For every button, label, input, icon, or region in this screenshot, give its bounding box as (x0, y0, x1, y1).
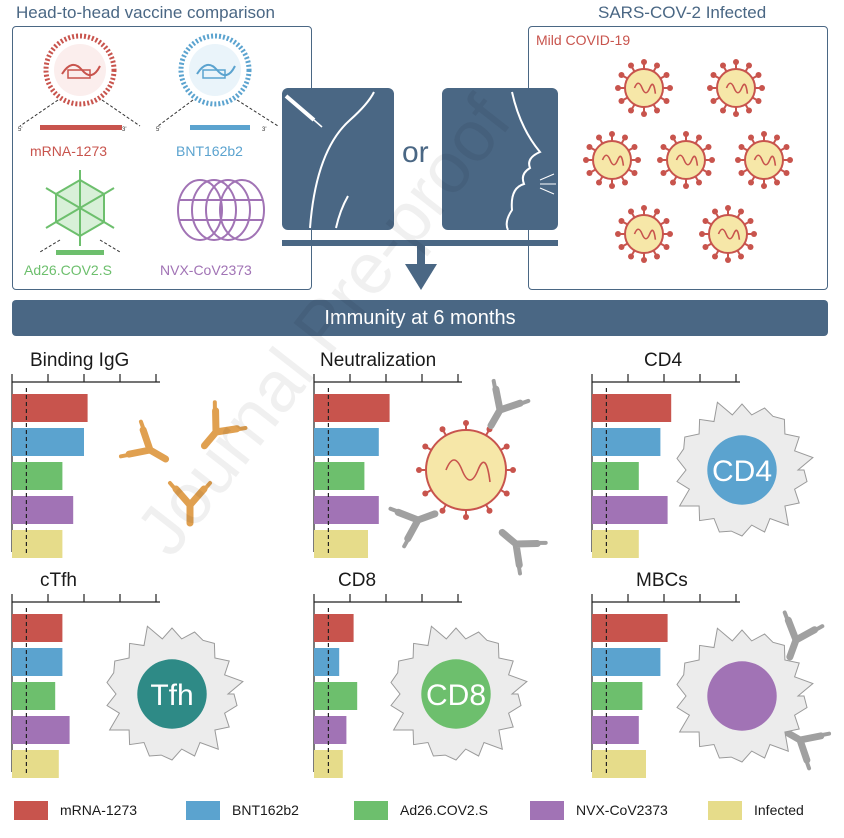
chart-4 (313, 594, 462, 778)
virus-icon (416, 420, 516, 520)
bar-ad26.cov2.s (314, 462, 365, 490)
bar-nvx-cov2373 (314, 716, 347, 744)
infected-title: SARS-COV-2 Infected (598, 3, 767, 22)
bar-infected (12, 750, 59, 778)
virus-icon (657, 131, 715, 189)
bar-mrna-1273 (12, 614, 63, 642)
bar-nvx-cov2373 (12, 716, 70, 744)
antibody-icon (388, 506, 439, 549)
bar-ad26.cov2.s (592, 682, 643, 710)
svg-text:3': 3' (122, 127, 126, 133)
chart-title-cd4: CD4 (644, 350, 683, 371)
bar-nvx-cov2373 (12, 496, 74, 524)
bar-ad26.cov2.s (12, 682, 56, 710)
infection-route-icon (442, 88, 558, 231)
bar-infected (12, 530, 63, 558)
cd4-cell-icon: CD4 (676, 401, 814, 537)
svg-text:5': 5' (156, 127, 160, 133)
chart-title-binding-igg: Binding IgG (30, 350, 130, 371)
or-label: or (402, 136, 429, 169)
virus-icon (615, 205, 673, 263)
virus-particles-icon (583, 59, 793, 263)
immunity-banner: Immunity at 6 months (12, 300, 828, 336)
vaccine-label-bnt162b2: BNT162b2 (176, 143, 243, 159)
bar-nvx-cov2373 (592, 716, 639, 744)
chart-title-neutralization: Neutralization (320, 350, 437, 371)
antibody-icon (782, 610, 825, 661)
mild-covid-label: Mild COVID-19 (536, 32, 631, 48)
cd8-cell-icon: CD8 (390, 625, 528, 761)
chart-0 (11, 374, 160, 558)
chart-title-ctfh: cTfh (40, 570, 77, 591)
bnt162b2-nanoparticle-icon: 5' 3' (156, 33, 279, 133)
bar-infected (592, 530, 639, 558)
bar-nvx-cov2373 (314, 496, 379, 524)
mrna1273-nanoparticle-icon: 5' 3' (18, 33, 141, 133)
merge-bar (282, 240, 558, 246)
bar-bnt162b2 (12, 648, 63, 676)
cd4-cell-icon-label: CD4 (712, 455, 772, 488)
bar-mrna-1273 (314, 394, 390, 422)
legend-swatch (530, 801, 564, 820)
legend-swatch (186, 801, 220, 820)
memory-b-cell-icon (676, 627, 814, 763)
legend-label: Ad26.COV2.S (400, 802, 488, 818)
legend-label: NVX-CoV2373 (576, 802, 668, 818)
antibody-icon (498, 528, 548, 576)
injection-route-icon (282, 88, 394, 230)
antibody-icon (780, 727, 832, 771)
ad26-adenovirus-icon (39, 170, 121, 255)
vaccine-comparison-title: Head-to-head vaccine comparison (16, 3, 275, 22)
chart-2 (591, 374, 740, 558)
bar-bnt162b2 (592, 428, 661, 456)
bar-mrna-1273 (592, 614, 668, 642)
antibody-icon (118, 419, 170, 463)
chart-title-mbcs: MBCs (636, 570, 688, 591)
bar-bnt162b2 (12, 428, 84, 456)
legend-label: Infected (754, 802, 804, 818)
legend-label: BNT162b2 (232, 802, 299, 818)
vaccine-label-mrna1273: mRNA-1273 (30, 143, 108, 159)
legend: mRNA-1273 BNT162b2 Ad26.COV2.S NVX-CoV23… (14, 798, 830, 824)
chart-5 (591, 594, 740, 778)
legend-swatch (14, 801, 48, 820)
bar-mrna-1273 (314, 614, 354, 642)
down-arrow-icon (405, 264, 437, 290)
chart-1 (313, 374, 462, 558)
tfh-cell-icon: Tfh (106, 625, 244, 761)
bar-ad26.cov2.s (592, 462, 639, 490)
bar-bnt162b2 (314, 428, 379, 456)
virus-icon (583, 131, 641, 189)
nvx-nanoparticle-icon (177, 179, 265, 241)
antibody-icon (200, 400, 248, 450)
bar-bnt162b2 (592, 648, 661, 676)
bar-nvx-cov2373 (592, 496, 668, 524)
virus-icon (699, 205, 757, 263)
bar-ad26.cov2.s (314, 682, 358, 710)
bar-mrna-1273 (592, 394, 672, 422)
virus-icon (615, 59, 673, 117)
antibody-icon (487, 378, 531, 430)
svg-text:3': 3' (262, 127, 266, 133)
chart-3 (11, 594, 160, 778)
legend-swatch (354, 801, 388, 820)
bar-ad26.cov2.s (12, 462, 63, 490)
svg-text:5': 5' (18, 127, 22, 133)
charts (11, 374, 740, 778)
vaccine-label-nvx: NVX-CoV2373 (160, 262, 252, 278)
bar-infected (592, 750, 646, 778)
cd8-cell-icon-label: CD8 (426, 679, 486, 712)
virus-icon (707, 59, 765, 117)
legend-swatch (708, 801, 742, 820)
legend-label: mRNA-1273 (60, 802, 138, 818)
vaccine-label-ad26: Ad26.COV2.S (24, 262, 112, 278)
bar-infected (314, 530, 368, 558)
chart-title-cd8: CD8 (338, 570, 377, 591)
virus-icon (735, 131, 793, 189)
bar-bnt162b2 (314, 648, 340, 676)
tfh-cell-icon-label: Tfh (150, 679, 193, 712)
antibody-icon (168, 481, 212, 527)
bar-mrna-1273 (12, 394, 88, 422)
